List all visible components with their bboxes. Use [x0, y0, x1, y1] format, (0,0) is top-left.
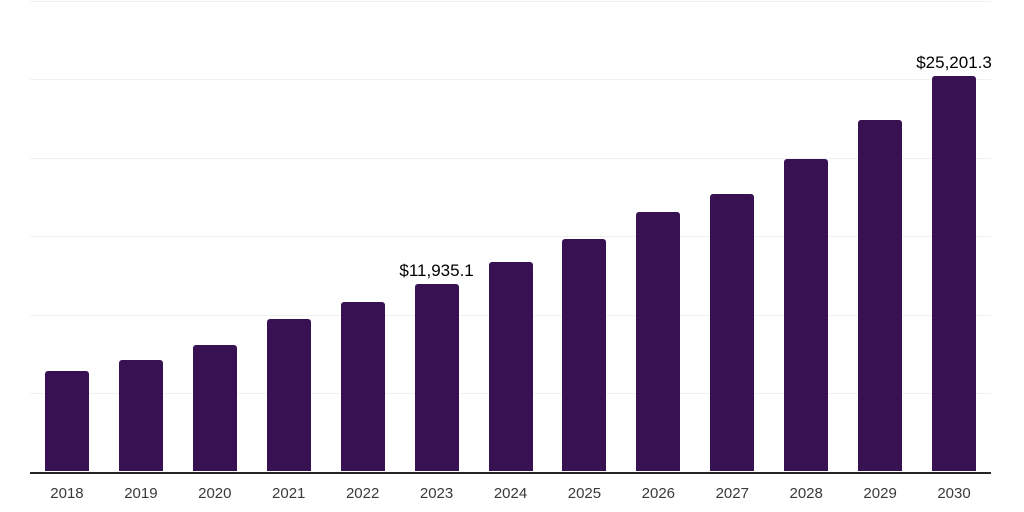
- x-tick-label: 2024: [493, 485, 528, 502]
- bar-2024: [488, 261, 533, 472]
- x-axis-line: [30, 471, 991, 474]
- x-tick-label: 2021: [272, 485, 306, 502]
- x-tick-label: 2023: [419, 485, 454, 502]
- x-tick-label: 2029: [863, 485, 897, 502]
- bar-2028: [784, 159, 829, 472]
- bar-2018: [44, 370, 89, 472]
- bar-2023: [414, 284, 459, 472]
- bar-2020: [192, 345, 237, 472]
- bar-2027: [710, 194, 755, 472]
- bar-2022: [340, 302, 385, 472]
- x-tick-label: 2027: [715, 485, 749, 502]
- bar-value-label: $11,935.1: [399, 261, 474, 281]
- x-tick-label: 2030: [937, 485, 971, 502]
- gridline: [30, 157, 991, 159]
- bar-2021: [266, 319, 311, 472]
- x-tick-label: 2028: [789, 485, 823, 502]
- x-tick-label: 2022: [345, 485, 380, 502]
- bar-2025: [562, 239, 607, 472]
- x-tick-label: 2025: [567, 485, 602, 502]
- x-tick-label: 2020: [198, 485, 232, 502]
- bar-2029: [858, 120, 903, 472]
- bar-value-label: $25,201.3: [916, 53, 992, 73]
- x-tick-label: 2019: [124, 485, 158, 502]
- gridline: [30, 1, 991, 2]
- bar-2026: [636, 211, 681, 472]
- bar-2019: [118, 359, 163, 472]
- gridline: [30, 79, 991, 81]
- bar-2030: [932, 76, 977, 472]
- x-tick-label: 2018: [50, 485, 84, 502]
- x-tick-label: 2026: [641, 485, 676, 502]
- gridline: [30, 236, 991, 238]
